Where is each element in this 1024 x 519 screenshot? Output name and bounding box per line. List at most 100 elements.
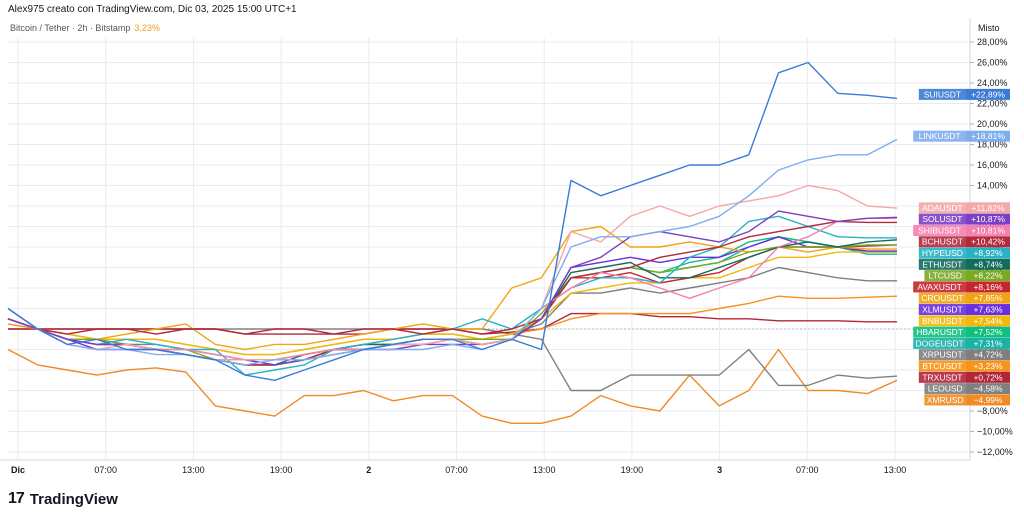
y-tick-label: 16,00% bbox=[977, 160, 1008, 170]
series-tag-value: +7,52% bbox=[973, 327, 1003, 337]
series-tag-name: ETHUSDT bbox=[922, 259, 962, 269]
series-line-bnbusdt bbox=[7, 251, 897, 356]
series-tag-name-bg bbox=[918, 247, 966, 259]
series-tag-name-bg bbox=[913, 224, 966, 236]
series-tag-value: +18,81% bbox=[971, 131, 1005, 141]
series-tag-name: LTCUSD bbox=[929, 271, 962, 281]
series-labels: SUIUSDT +22,89% LINKUSDT +18,81% ADAUSDT +11,… bbox=[913, 88, 1010, 406]
series-line-dogeusdt bbox=[7, 236, 897, 366]
series-tag-value-bg bbox=[966, 371, 1010, 383]
x-tick-label: 19:00 bbox=[270, 465, 293, 475]
x-tick-label: 3 bbox=[717, 465, 722, 475]
y-tick-label: 26,00% bbox=[977, 58, 1008, 68]
series-tag-value: +7,85% bbox=[973, 293, 1003, 303]
series-tag-name-bg bbox=[918, 315, 966, 327]
y-tick-label: 28,00% bbox=[977, 37, 1008, 47]
series-tag-value: +3,23% bbox=[973, 361, 1003, 371]
series-tag-value-bg bbox=[966, 349, 1010, 361]
series-tag-avaxusdt: AVAXUSDT +8,16% bbox=[913, 281, 1010, 293]
series-tag-value-bg bbox=[966, 394, 1010, 406]
series-tag-value-bg bbox=[966, 383, 1010, 395]
series-line-linkusdt bbox=[7, 138, 898, 366]
tradingview-logo: 17 TradingView bbox=[8, 490, 118, 508]
series-tag-value: +11,82% bbox=[971, 203, 1005, 213]
series-tag-xmrusd: XMRUSD −4,99% bbox=[924, 394, 1010, 406]
series-tag-value: −4,58% bbox=[973, 384, 1003, 394]
x-axis: Dic 07:00 13:00 19:00 2 07:00 13:00 19:00 3 07:00… bbox=[11, 465, 906, 475]
series-tag-value: +8,22% bbox=[973, 271, 1003, 281]
series-tag-value-bg bbox=[966, 247, 1010, 259]
series-line-suiusdt bbox=[7, 61, 898, 381]
series-tag-bnbusdt: BNBUSDT +7,54% bbox=[918, 315, 1010, 327]
chart-lines bbox=[7, 61, 898, 424]
series-tag-name: TRXUSDT bbox=[922, 372, 962, 382]
series-tag-name: DOGEUSDT bbox=[916, 338, 964, 348]
series-tag-name: BTCUSDT bbox=[922, 361, 962, 371]
series-tag-value-bg bbox=[966, 236, 1010, 248]
series-tag-value-bg bbox=[966, 315, 1010, 327]
series-tag-name: HBARUSDT bbox=[916, 327, 963, 337]
series-tag-name: CROUSDT bbox=[921, 293, 963, 303]
series-tag-value-bg bbox=[966, 213, 1010, 225]
series-tag-name-bg bbox=[918, 360, 966, 372]
series-tag-name: XLMUSDT bbox=[922, 305, 963, 315]
series-tag-value-bg bbox=[966, 130, 1010, 142]
series-line-bchusdt bbox=[7, 220, 897, 335]
series-line-hypeusd bbox=[7, 215, 897, 376]
series-tag-value-bg bbox=[966, 202, 1010, 214]
series-tag-name-bg bbox=[918, 236, 966, 248]
series-tag-value: +22,89% bbox=[971, 89, 1005, 99]
series-tag-dogeusdt: DOGEUSDT +7,31% bbox=[913, 337, 1010, 349]
series-tag-name-bg bbox=[913, 326, 966, 338]
series-tag-value: +8,16% bbox=[973, 282, 1003, 292]
series-tag-value-bg bbox=[966, 258, 1010, 270]
x-tick-label: Dic bbox=[11, 465, 25, 475]
series-tag-value-bg bbox=[966, 281, 1010, 293]
series-tag-name: HYPEUSD bbox=[922, 248, 963, 258]
series-tag-value-bg bbox=[966, 304, 1010, 316]
series-tag-name-bg bbox=[913, 337, 966, 349]
series-tag-name: ADAUSDT bbox=[922, 203, 963, 213]
series-tag-name-bg bbox=[918, 213, 966, 225]
series-tag-linkusdt: LINKUSDT +18,81% bbox=[913, 130, 1010, 142]
series-tag-value: +10,42% bbox=[971, 237, 1005, 247]
series-tag-value-bg bbox=[966, 326, 1010, 338]
series-tag-value: +10,87% bbox=[971, 214, 1005, 224]
series-tag-name: SOLUSDT bbox=[922, 214, 962, 224]
series-tag-value-bg bbox=[966, 270, 1010, 282]
y-tick-label: 20,00% bbox=[977, 119, 1008, 129]
x-tick-label: 13:00 bbox=[884, 465, 907, 475]
symbol-change: 3,23% bbox=[134, 23, 160, 33]
series-tag-name: LEOUSD bbox=[928, 384, 963, 394]
series-tag-name-bg bbox=[913, 281, 966, 293]
series-tag-name: AVAXUSDT bbox=[917, 282, 962, 292]
series-line-hbarusdt bbox=[7, 236, 897, 366]
series-tag-name: SHIBUSDT bbox=[918, 225, 961, 235]
series-tag-name-bg bbox=[918, 88, 966, 100]
x-tick-label: 07:00 bbox=[796, 465, 819, 475]
series-tag-trxusdt: TRXUSDT +0,72% bbox=[918, 371, 1010, 383]
x-tick-label: 13:00 bbox=[533, 465, 556, 475]
tradingview-logo-text: TradingView bbox=[29, 490, 118, 508]
series-tag-crousdt: CROUSDT +7,85% bbox=[918, 292, 1010, 304]
series-tag-name: SUIUSDT bbox=[924, 89, 961, 99]
series-line-xmrusd bbox=[7, 348, 898, 424]
series-tag-name-bg bbox=[918, 258, 966, 270]
series-tag-name: BCHUSDT bbox=[922, 237, 963, 247]
series-tag-value: +4,72% bbox=[973, 350, 1003, 360]
y-tick-label: 14,00% bbox=[977, 181, 1008, 191]
series-tag-name-bg bbox=[918, 304, 966, 316]
series-tag-value-bg bbox=[966, 292, 1010, 304]
y-tick-label: 24,00% bbox=[977, 78, 1008, 88]
scale-mode-label[interactable]: Misto bbox=[978, 23, 1000, 33]
series-tag-value: +8,74% bbox=[973, 259, 1003, 269]
series-tag-solusdt: SOLUSDT +10,87% bbox=[918, 213, 1010, 225]
series-tag-value: +8,92% bbox=[973, 248, 1003, 258]
series-line-leousd bbox=[8, 328, 898, 392]
y-tick-label: −8,00% bbox=[977, 406, 1008, 416]
symbol-name: Bitcoin / Tether · 2h · Bitstamp bbox=[10, 23, 131, 33]
series-tag-name: BNBUSDT bbox=[922, 316, 963, 326]
series-tag-bchusdt: BCHUSDT +10,42% bbox=[918, 236, 1010, 248]
y-tick-label: −12,00% bbox=[977, 447, 1013, 457]
